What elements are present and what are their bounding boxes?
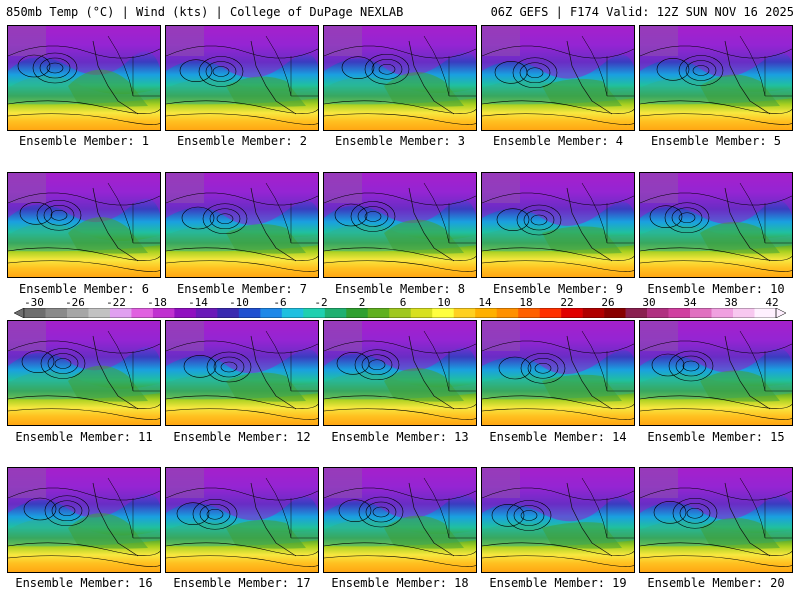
ensemble-member-map bbox=[323, 467, 477, 573]
ensemble-member-caption: Ensemble Member: 19 bbox=[489, 576, 627, 590]
ensemble-member-caption: Ensemble Member: 4 bbox=[492, 134, 624, 148]
colorbar-tick-label: 10 bbox=[437, 296, 451, 309]
ensemble-member-caption: Ensemble Member: 18 bbox=[331, 576, 469, 590]
colorbar-tick-label: 14 bbox=[478, 296, 492, 309]
ensemble-member-caption: Ensemble Member: 3 bbox=[334, 134, 466, 148]
ensemble-member-caption: Ensemble Member: 5 bbox=[650, 134, 782, 148]
ensemble-member-map bbox=[481, 25, 635, 131]
colorbar-tick-label: -14 bbox=[188, 296, 208, 309]
ensemble-member-caption: Ensemble Member: 14 bbox=[489, 430, 627, 444]
ensemble-member-caption: Ensemble Member: 17 bbox=[173, 576, 311, 590]
ensemble-member-map bbox=[639, 320, 793, 426]
ensemble-member-caption: Ensemble Member: 6 bbox=[18, 282, 150, 296]
ensemble-member-map bbox=[323, 25, 477, 131]
ensemble-member-map bbox=[481, 172, 635, 278]
ensemble-member-map bbox=[481, 467, 635, 573]
ensemble-member-map bbox=[7, 320, 161, 426]
colorbar-tick-label: -2 bbox=[314, 296, 328, 309]
ensemble-member-caption: Ensemble Member: 16 bbox=[15, 576, 153, 590]
map-title: 850mb Temp (°C) | Wind (kts) | College o… bbox=[6, 5, 404, 19]
ensemble-member-map bbox=[165, 320, 319, 426]
ensemble-member-map bbox=[639, 172, 793, 278]
ensemble-member-caption: Ensemble Member: 10 bbox=[647, 282, 785, 296]
colorbar-tick-label: 42 bbox=[765, 296, 779, 309]
ensemble-member-map bbox=[639, 25, 793, 131]
ensemble-member-map bbox=[165, 25, 319, 131]
colorbar-tick-label: -18 bbox=[147, 296, 167, 309]
ensemble-member-caption: Ensemble Member: 1 bbox=[18, 134, 150, 148]
ensemble-member-caption: Ensemble Member: 9 bbox=[492, 282, 624, 296]
ensemble-member-caption: Ensemble Member: 12 bbox=[173, 430, 311, 444]
ensemble-member-caption: Ensemble Member: 7 bbox=[176, 282, 308, 296]
ensemble-member-map bbox=[481, 320, 635, 426]
colorbar-tick-label: -26 bbox=[65, 296, 85, 309]
colorbar-tick-label: 22 bbox=[560, 296, 574, 309]
ensemble-member-caption: Ensemble Member: 2 bbox=[176, 134, 308, 148]
ensemble-member-caption: Ensemble Member: 20 bbox=[647, 576, 785, 590]
ensemble-member-caption: Ensemble Member: 11 bbox=[15, 430, 153, 444]
colorbar-tick-label: 38 bbox=[724, 296, 738, 309]
ensemble-member-caption: Ensemble Member: 15 bbox=[647, 430, 785, 444]
colorbar-tick-label: 6 bbox=[399, 296, 407, 309]
valid-time-label: 06Z GEFS | F174 Valid: 12Z SUN NOV 16 20… bbox=[490, 5, 794, 19]
ensemble-member-map bbox=[165, 172, 319, 278]
ensemble-member-caption: Ensemble Member: 8 bbox=[334, 282, 466, 296]
colorbar-tick-label: -22 bbox=[106, 296, 126, 309]
temperature-colorbar bbox=[14, 308, 786, 318]
colorbar-tick-label: -6 bbox=[273, 296, 287, 309]
ensemble-member-map bbox=[7, 25, 161, 131]
colorbar-tick-label: 30 bbox=[642, 296, 656, 309]
ensemble-member-caption: Ensemble Member: 13 bbox=[331, 430, 469, 444]
ensemble-member-map bbox=[323, 172, 477, 278]
ensemble-member-map bbox=[639, 467, 793, 573]
colorbar-tick-label: -30 bbox=[24, 296, 44, 309]
colorbar-tick-label: 34 bbox=[683, 296, 697, 309]
ensemble-member-map bbox=[323, 320, 477, 426]
colorbar-tick-label: 26 bbox=[601, 296, 615, 309]
colorbar-tick-label: -10 bbox=[229, 296, 249, 309]
ensemble-member-map bbox=[7, 172, 161, 278]
colorbar-tick-label: 18 bbox=[519, 296, 533, 309]
ensemble-member-map bbox=[165, 467, 319, 573]
ensemble-member-map bbox=[7, 467, 161, 573]
colorbar-tick-label: 2 bbox=[358, 296, 366, 309]
